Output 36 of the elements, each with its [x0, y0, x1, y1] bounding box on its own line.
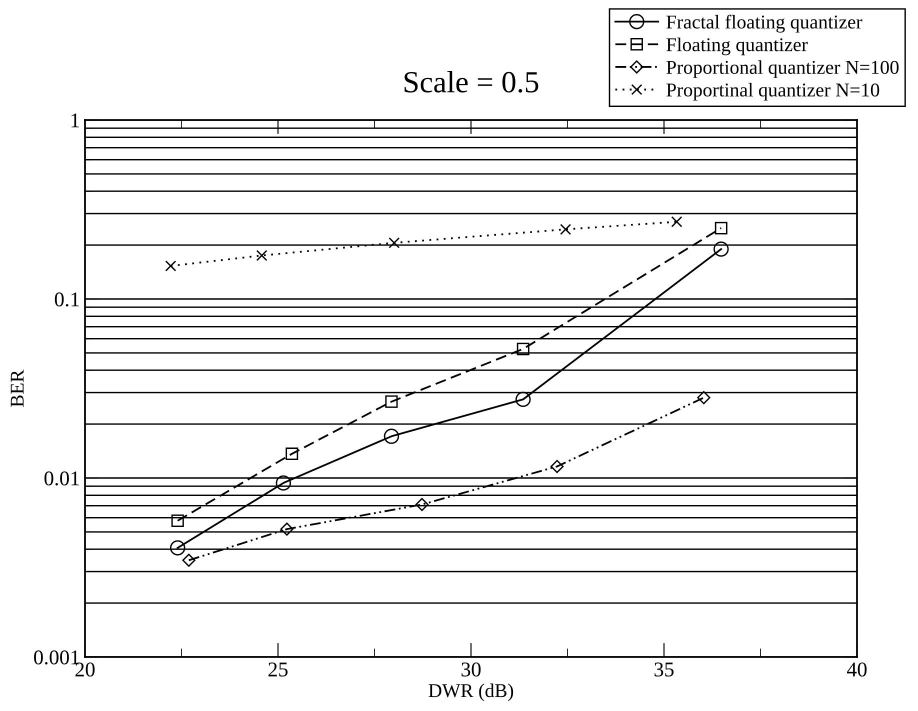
y-axis-title: BER: [10, 370, 24, 407]
x-axis-title: DWR (dB): [428, 684, 514, 702]
legend-label: Fractal floating quantizer: [666, 14, 862, 33]
point: [697, 391, 710, 404]
point: [170, 540, 186, 556]
x-tick-label: 25: [268, 662, 288, 677]
y-tick-label: 0.001: [34, 650, 79, 665]
legend-label: Proportional quantizer N=100: [666, 60, 899, 78]
point: [388, 237, 400, 248]
y-tick-label: 0.1: [54, 292, 79, 307]
point: [385, 395, 398, 408]
point: [714, 222, 728, 234]
point: [165, 260, 176, 272]
point: [286, 448, 298, 460]
point: [560, 224, 572, 235]
point: [384, 428, 400, 444]
point: [516, 342, 530, 356]
point: [276, 475, 292, 491]
point: [515, 392, 531, 407]
legend-label: Proportinal quantizer N=10: [666, 82, 880, 101]
y-tick-label: 0.01: [44, 471, 79, 486]
x-tick-label: 20: [76, 662, 95, 677]
legend-label: Floating quantizer: [666, 38, 808, 56]
point: [550, 460, 564, 474]
x-tick-label: 35: [654, 662, 674, 677]
x-tick-label: 30: [462, 662, 481, 677]
point: [171, 514, 184, 527]
point: [256, 250, 268, 262]
point: [671, 216, 682, 228]
y-tick-label: 1: [72, 113, 79, 128]
point: [280, 522, 294, 536]
x-tick-label: 40: [846, 662, 867, 677]
chart-title: Scale = 0.5: [404, 71, 538, 93]
point: [415, 498, 429, 512]
point: [713, 241, 729, 257]
point: [182, 554, 196, 567]
